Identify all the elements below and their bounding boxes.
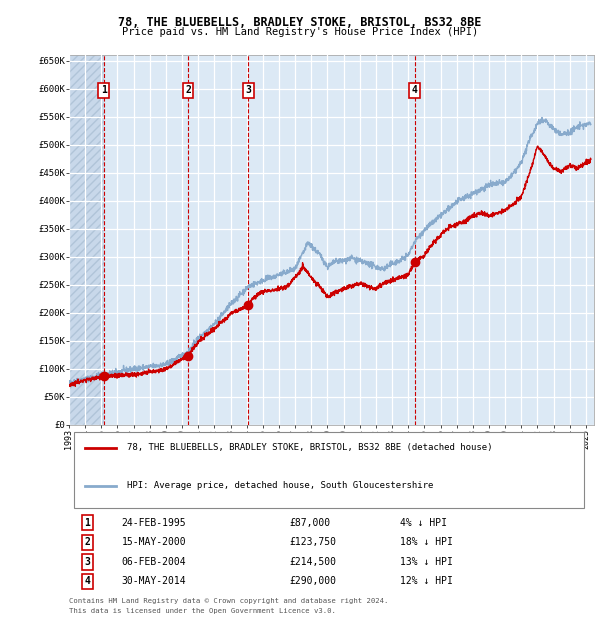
Text: 12% ↓ HPI: 12% ↓ HPI: [400, 577, 452, 587]
Text: 30-MAY-2014: 30-MAY-2014: [121, 577, 186, 587]
Text: 3: 3: [245, 85, 251, 95]
Text: 15-MAY-2000: 15-MAY-2000: [121, 538, 186, 547]
FancyBboxPatch shape: [74, 432, 583, 508]
Text: £87,000: £87,000: [290, 518, 331, 528]
Text: Price paid vs. HM Land Registry's House Price Index (HPI): Price paid vs. HM Land Registry's House …: [122, 27, 478, 37]
Text: 78, THE BLUEBELLS, BRADLEY STOKE, BRISTOL, BS32 8BE: 78, THE BLUEBELLS, BRADLEY STOKE, BRISTO…: [118, 16, 482, 29]
Text: £290,000: £290,000: [290, 577, 337, 587]
Text: 2: 2: [185, 85, 191, 95]
Text: Contains HM Land Registry data © Crown copyright and database right 2024.: Contains HM Land Registry data © Crown c…: [69, 598, 388, 604]
Text: £123,750: £123,750: [290, 538, 337, 547]
Text: 2: 2: [85, 538, 91, 547]
Text: £214,500: £214,500: [290, 557, 337, 567]
Text: This data is licensed under the Open Government Licence v3.0.: This data is licensed under the Open Gov…: [69, 608, 336, 614]
Text: HPI: Average price, detached house, South Gloucestershire: HPI: Average price, detached house, Sout…: [127, 482, 433, 490]
Text: 13% ↓ HPI: 13% ↓ HPI: [400, 557, 452, 567]
Text: 4: 4: [85, 577, 91, 587]
Text: 4: 4: [412, 85, 418, 95]
Text: 24-FEB-1995: 24-FEB-1995: [121, 518, 186, 528]
Text: 1: 1: [101, 85, 107, 95]
Text: 18% ↓ HPI: 18% ↓ HPI: [400, 538, 452, 547]
Text: 1: 1: [85, 518, 91, 528]
Text: 4% ↓ HPI: 4% ↓ HPI: [400, 518, 447, 528]
Text: 3: 3: [85, 557, 91, 567]
Bar: [69, 55, 104, 425]
Text: 78, THE BLUEBELLS, BRADLEY STOKE, BRISTOL, BS32 8BE (detached house): 78, THE BLUEBELLS, BRADLEY STOKE, BRISTO…: [127, 443, 492, 452]
Text: 06-FEB-2004: 06-FEB-2004: [121, 557, 186, 567]
